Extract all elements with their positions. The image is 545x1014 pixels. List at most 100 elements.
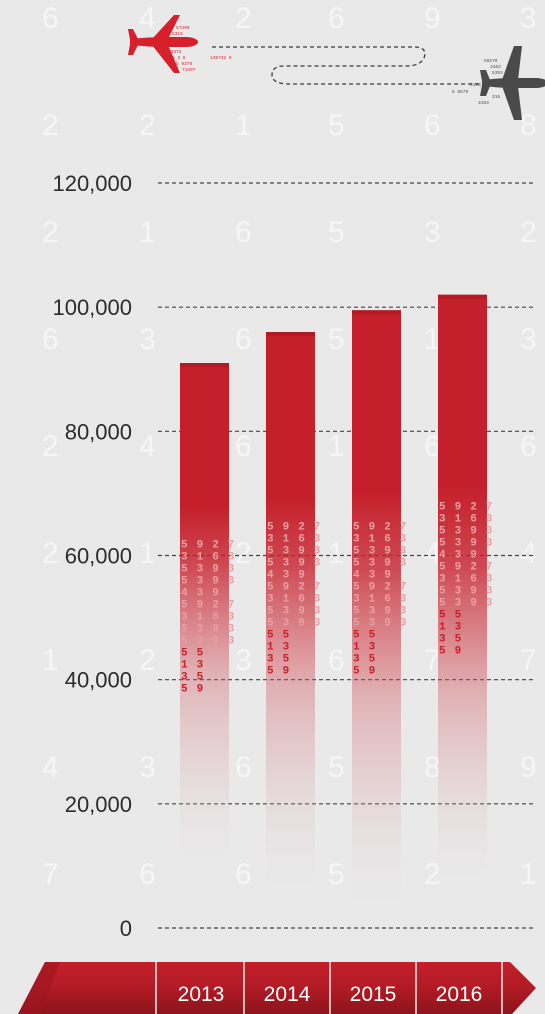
background-digit: 6 bbox=[139, 858, 156, 891]
background-digit: 5 bbox=[328, 323, 345, 356]
background-digit: 5 bbox=[328, 858, 345, 891]
svg-text:3 5: 3 5 bbox=[353, 654, 376, 666]
svg-text:4 3 9: 4 3 9 bbox=[353, 570, 392, 582]
bars: 5 9 2 73 1 6 35 3 9 35 3 9 34 3 95 9 2 7… bbox=[180, 294, 494, 898]
svg-text:3 1 6 3: 3 1 6 3 bbox=[181, 612, 236, 624]
y-tick-label: 120,000 bbox=[52, 171, 132, 196]
bar-digit-pattern: 5 9 2 73 1 6 35 3 9 35 3 9 34 3 95 9 2 7… bbox=[181, 540, 236, 696]
background-digit: 6 bbox=[328, 644, 345, 677]
background-digit: 1 bbox=[424, 323, 441, 356]
y-tick-label: 100,000 bbox=[52, 295, 132, 320]
background-digit: 5 bbox=[328, 109, 345, 142]
background-digit: 6 bbox=[328, 2, 345, 35]
airplane-icon bbox=[128, 15, 198, 73]
svg-text:4 3 9: 4 3 9 bbox=[181, 588, 220, 600]
x-tick-label: 2014 bbox=[264, 983, 311, 1006]
background-digit: 9 bbox=[520, 751, 537, 784]
bar-digit-pattern: 5 9 2 73 1 6 35 3 9 35 3 9 34 3 95 9 2 7… bbox=[353, 522, 408, 678]
background-digit: 6 bbox=[520, 430, 537, 463]
background-digit: 5 bbox=[328, 216, 345, 249]
background-digit: 6 bbox=[424, 109, 441, 142]
svg-text:5 3 9 3: 5 3 9 3 bbox=[181, 624, 236, 636]
svg-text:5 5: 5 5 bbox=[267, 630, 290, 642]
background-digit: 1 bbox=[520, 858, 537, 891]
background-digit: 2 bbox=[424, 858, 441, 891]
svg-text:5 3 9 3: 5 3 9 3 bbox=[267, 618, 322, 630]
svg-text:3193: 3193 bbox=[478, 100, 489, 106]
background-digit: 3 bbox=[424, 216, 441, 249]
background-digit: 4 bbox=[139, 2, 156, 35]
background-digit: 2 bbox=[139, 109, 156, 142]
svg-text:5 3 9 3: 5 3 9 3 bbox=[267, 546, 322, 558]
background-digit: 6 bbox=[235, 323, 252, 356]
svg-text:3 1 6 3: 3 1 6 3 bbox=[267, 594, 322, 606]
airplane-icon bbox=[480, 46, 545, 120]
background-digit: 3 bbox=[139, 323, 156, 356]
svg-text:5316: 5316 bbox=[172, 31, 183, 37]
svg-text:3 1 6 3: 3 1 6 3 bbox=[267, 534, 322, 546]
svg-text:5 9 2 7: 5 9 2 7 bbox=[267, 582, 322, 594]
svg-text:5 9 2 7: 5 9 2 7 bbox=[353, 582, 408, 594]
x-tick-label: 2013 bbox=[178, 983, 225, 1006]
background-digit: 2 bbox=[520, 216, 537, 249]
svg-text:5 3 9 3: 5 3 9 3 bbox=[439, 586, 494, 598]
background-digit: 1 bbox=[42, 644, 59, 677]
background-digit: 2 bbox=[235, 537, 252, 570]
svg-text:5 3 9 3: 5 3 9 3 bbox=[267, 606, 322, 618]
svg-text:3 1 6 3: 3 1 6 3 bbox=[439, 514, 494, 526]
svg-text:5 3 9 3: 5 3 9 3 bbox=[181, 576, 236, 588]
background-digit: 7 bbox=[520, 644, 537, 677]
svg-text:5 9: 5 9 bbox=[181, 684, 204, 696]
svg-text:5 9 2 7: 5 9 2 7 bbox=[439, 562, 494, 574]
svg-text:3 5: 3 5 bbox=[181, 672, 204, 684]
background-digit: 1 bbox=[328, 537, 345, 570]
bar: 5 9 2 73 1 6 35 3 9 35 3 9 34 3 95 9 2 7… bbox=[266, 332, 322, 882]
bar: 5 9 2 73 1 6 35 3 9 35 3 9 34 3 95 9 2 7… bbox=[352, 310, 408, 898]
svg-text:5 9: 5 9 bbox=[267, 666, 290, 678]
svg-text:5 9379: 5 9379 bbox=[176, 61, 193, 67]
svg-text:5 5: 5 5 bbox=[353, 630, 376, 642]
background-digit: 4 bbox=[424, 537, 441, 570]
background-digit: 8 bbox=[520, 109, 537, 142]
svg-text:5 3 9 3: 5 3 9 3 bbox=[439, 538, 494, 550]
background-digit: 4 bbox=[139, 430, 156, 463]
svg-text:5393: 5393 bbox=[492, 70, 503, 76]
svg-text:3 1 6 3: 3 1 6 3 bbox=[181, 552, 236, 564]
svg-text:5 5: 5 5 bbox=[181, 648, 204, 660]
y-tick-label: 60,000 bbox=[65, 544, 132, 569]
background-digit: 2 bbox=[42, 216, 59, 249]
background-digit: 6 bbox=[235, 858, 252, 891]
background-digit: 1 bbox=[139, 537, 156, 570]
svg-text:1 3: 1 3 bbox=[181, 660, 204, 672]
svg-text:3 5: 3 5 bbox=[267, 654, 290, 666]
background-digit: 7 bbox=[424, 644, 441, 677]
svg-text:5 3 9 3: 5 3 9 3 bbox=[181, 564, 236, 576]
background-digit: 2 bbox=[139, 644, 156, 677]
bar: 5 9 2 73 1 6 35 3 9 35 3 9 34 3 95 9 2 7… bbox=[180, 363, 236, 855]
background-digit: 8 bbox=[424, 751, 441, 784]
svg-text:3193: 3193 bbox=[470, 82, 481, 88]
svg-text:1239 8: 1239 8 bbox=[166, 43, 183, 49]
svg-text:5 3 6: 5 3 6 bbox=[172, 55, 186, 61]
background-digit: 5 bbox=[328, 751, 345, 784]
y-tick-label: 80,000 bbox=[65, 419, 132, 444]
background-digit: 6 bbox=[235, 751, 252, 784]
svg-text:5 9 2 7: 5 9 2 7 bbox=[439, 502, 494, 514]
background-digit: 2 bbox=[42, 430, 59, 463]
svg-text:5 3 9 3: 5 3 9 3 bbox=[267, 558, 322, 570]
background-digit: 6 bbox=[424, 430, 441, 463]
svg-text:5 3 9 3: 5 3 9 3 bbox=[181, 636, 236, 648]
svg-text:3 1 6 3: 3 1 6 3 bbox=[353, 534, 408, 546]
x-axis: 2013 2014 2015 2016 bbox=[155, 962, 503, 1014]
svg-text:5 3 9 3: 5 3 9 3 bbox=[353, 618, 408, 630]
bar: 5 9 2 73 1 6 35 3 9 35 3 9 34 3 95 9 2 7… bbox=[438, 294, 494, 874]
background-digit: 3 bbox=[139, 751, 156, 784]
svg-text:39583: 39583 bbox=[169, 37, 183, 43]
svg-text:316: 316 bbox=[492, 94, 500, 100]
svg-text:71387: 71387 bbox=[182, 67, 196, 73]
svg-text:5 3 9 3: 5 3 9 3 bbox=[353, 606, 408, 618]
svg-text:1 3: 1 3 bbox=[267, 642, 290, 654]
